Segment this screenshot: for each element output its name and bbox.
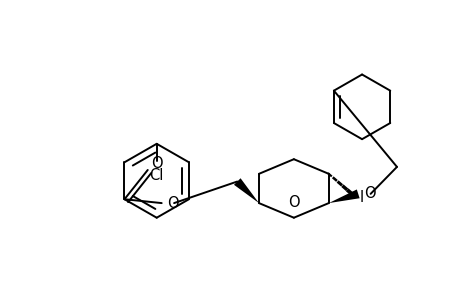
Text: O: O <box>151 156 163 171</box>
Text: O: O <box>287 195 299 210</box>
Polygon shape <box>234 178 258 203</box>
Text: Cl: Cl <box>149 168 163 183</box>
Text: O: O <box>363 186 375 201</box>
Polygon shape <box>328 189 359 203</box>
Text: I: I <box>359 190 363 205</box>
Text: O: O <box>167 196 179 211</box>
